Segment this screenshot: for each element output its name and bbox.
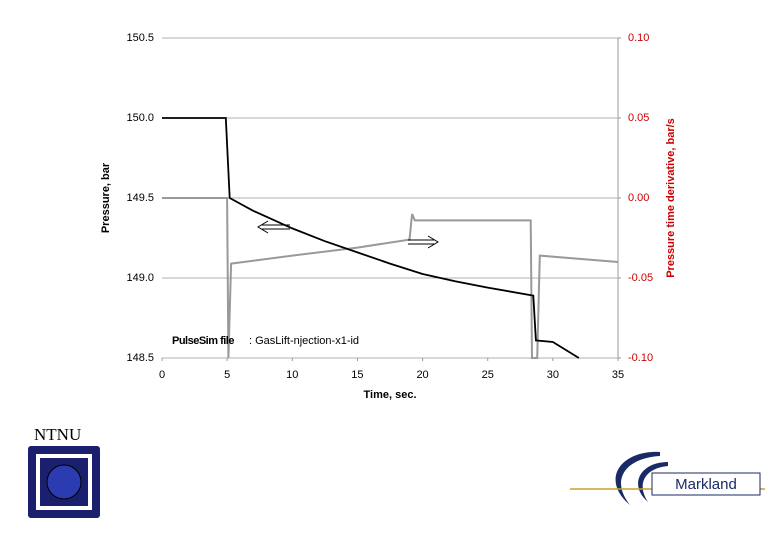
markland-swirl xyxy=(638,462,668,502)
y-tick-label: 150.5 xyxy=(126,32,154,44)
x-tick-label: 5 xyxy=(224,369,230,381)
grid xyxy=(162,37,618,359)
y2-tick-label: -0.10 xyxy=(628,352,653,364)
x-tick-label: 15 xyxy=(351,369,363,381)
y-tick-label: 149.0 xyxy=(126,272,154,284)
annotation-text: : GasLift-njection-x1-id xyxy=(249,335,359,347)
x-tick-label: 30 xyxy=(547,369,559,381)
y-tick-label: 150.0 xyxy=(126,112,154,124)
plot xyxy=(162,117,618,359)
ntnu-text: NTNU xyxy=(34,425,81,444)
x-axis-label: Time, sec. xyxy=(364,389,417,401)
y-tick-label: 148.5 xyxy=(126,352,154,364)
y2-tick-label: -0.05 xyxy=(628,272,653,284)
y-tick-label: 149.5 xyxy=(126,192,154,204)
ntnu-logo-circle xyxy=(46,464,82,500)
x-tick-label: 20 xyxy=(416,369,428,381)
arrows xyxy=(257,220,439,249)
y-axis-label: Pressure, bar xyxy=(100,162,112,233)
left-arrow xyxy=(257,220,290,234)
y2-tick-label: 0.10 xyxy=(628,32,649,44)
y2-tick-label: 0.00 xyxy=(628,192,649,204)
x-tick-label: 0 xyxy=(159,369,165,381)
x-tick-label: 35 xyxy=(612,369,624,381)
markland-box xyxy=(651,472,761,496)
series-line xyxy=(162,117,580,359)
y2-axis-label: Pressure time derivative, bar/s xyxy=(665,118,677,278)
right-arrow xyxy=(408,235,439,249)
y2-tick-label: 0.05 xyxy=(628,112,649,124)
markland-text: Markland xyxy=(675,476,737,493)
x-tick-label: 10 xyxy=(286,369,298,381)
annotation-bold: PulseSim file xyxy=(172,335,234,347)
series-line xyxy=(162,197,618,359)
x-tick-label: 25 xyxy=(482,369,494,381)
markland-swirl xyxy=(615,451,660,505)
